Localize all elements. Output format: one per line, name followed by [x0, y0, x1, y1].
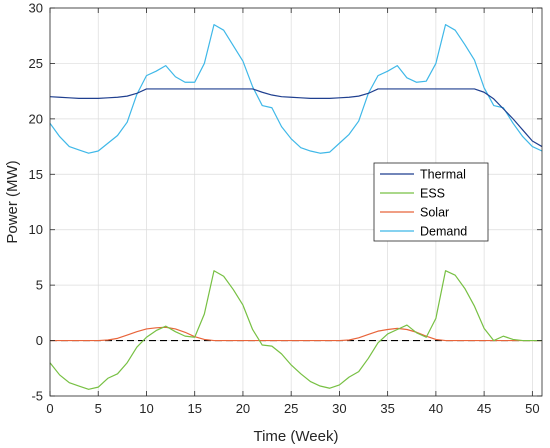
x-tick-label: 40 [429, 401, 443, 416]
y-tick-label: 30 [29, 1, 43, 16]
x-tick-label: 20 [236, 401, 250, 416]
legend-box [373, 162, 489, 242]
series-line-solar [50, 326, 542, 342]
legend-entry-solar: Solar [380, 206, 449, 220]
x-tick-label: 10 [139, 401, 153, 416]
legend: Thermal ESS Solar Demand [373, 162, 489, 242]
legend-label: Thermal [420, 168, 466, 182]
series-line-demand [49, 24, 543, 154]
series-line-thermal [49, 88, 543, 148]
x-tick-label: 0 [46, 401, 53, 416]
plot-frame [49, 7, 543, 397]
y-tick-label: 20 [29, 111, 43, 126]
y-tick-label: 10 [29, 222, 43, 237]
series-line-ess [49, 270, 542, 390]
x-tick-label: 35 [380, 401, 394, 416]
x-tick-label: 30 [332, 401, 346, 416]
legend-entry-ess: ESS [380, 187, 445, 201]
axis-ticks [49, 7, 542, 397]
legend-entry-thermal: Thermal [380, 168, 466, 182]
x-tick-label: 25 [284, 401, 298, 416]
legend-label: ESS [420, 187, 445, 201]
x-tick-label: 15 [187, 401, 201, 416]
legend-label: Demand [420, 225, 467, 239]
x-axis-label: Time (Week) [253, 428, 338, 445]
x-tick-label: 5 [95, 401, 102, 416]
x-tick-label: 50 [525, 401, 539, 416]
y-tick-label: 15 [29, 167, 43, 182]
legend-entry-demand: Demand [380, 225, 467, 239]
y-tick-label: 0 [36, 333, 43, 348]
legend-label: Solar [420, 206, 449, 220]
y-axis-label: Power (MW) [4, 160, 21, 243]
y-tick-label: 5 [36, 278, 43, 293]
series-group [49, 24, 543, 390]
y-tick-label: -5 [31, 389, 43, 404]
y-tick-label: 25 [29, 56, 43, 71]
x-tick-label: 45 [477, 401, 491, 416]
legend-entries: Thermal ESS Solar Demand [380, 168, 467, 239]
